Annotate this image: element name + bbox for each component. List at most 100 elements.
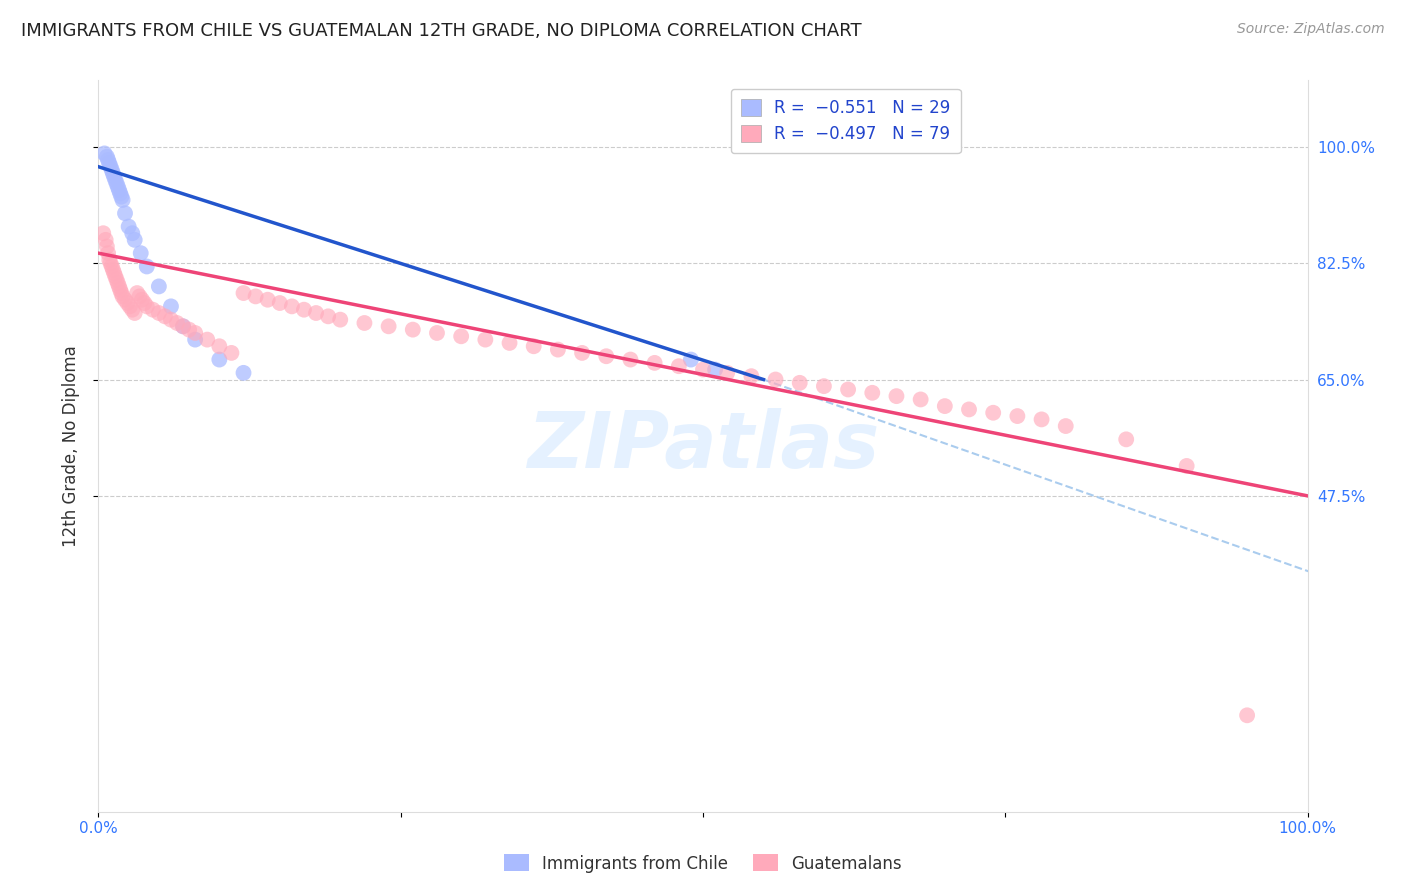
Point: [789, 376, 811, 390]
Point: [329, 312, 352, 326]
Point: [142, 302, 165, 317]
Point: [104, 173, 127, 187]
Point: [110, 286, 132, 301]
Point: [108, 279, 131, 293]
Point: [94, 233, 117, 247]
Point: [450, 329, 472, 343]
Point: [1236, 708, 1258, 723]
Point: [93, 146, 115, 161]
Point: [118, 299, 141, 313]
Point: [716, 366, 738, 380]
Point: [305, 306, 328, 320]
Y-axis label: 12th Grade, No Diploma: 12th Grade, No Diploma: [62, 345, 80, 547]
Point: [121, 226, 143, 240]
Point: [121, 302, 143, 317]
Point: [111, 193, 134, 207]
Point: [813, 379, 835, 393]
Point: [668, 359, 690, 374]
Point: [111, 289, 134, 303]
Point: [957, 402, 980, 417]
Point: [886, 389, 908, 403]
Point: [256, 293, 278, 307]
Point: [100, 260, 122, 274]
Point: [127, 286, 149, 301]
Point: [103, 266, 125, 280]
Point: [245, 289, 267, 303]
Point: [269, 296, 291, 310]
Point: [765, 372, 787, 386]
Point: [1054, 419, 1077, 434]
Point: [644, 356, 666, 370]
Point: [105, 273, 128, 287]
Point: [281, 299, 304, 313]
Point: [221, 346, 243, 360]
Point: [195, 333, 218, 347]
Point: [160, 312, 183, 326]
Point: [166, 316, 188, 330]
Point: [148, 306, 170, 320]
Point: [619, 352, 641, 367]
Point: [134, 296, 156, 310]
Point: [740, 369, 762, 384]
Point: [547, 343, 569, 357]
Point: [103, 169, 125, 184]
Point: [910, 392, 932, 407]
Point: [208, 339, 231, 353]
Point: [107, 276, 129, 290]
Point: [172, 319, 194, 334]
Point: [292, 302, 315, 317]
Point: [837, 383, 859, 397]
Point: [934, 399, 956, 413]
Point: [595, 349, 617, 363]
Text: IMMIGRANTS FROM CHILE VS GUATEMALAN 12TH GRADE, NO DIPLOMA CORRELATION CHART: IMMIGRANTS FROM CHILE VS GUATEMALAN 12TH…: [21, 22, 862, 40]
Point: [153, 310, 176, 324]
Point: [105, 177, 128, 191]
Point: [172, 319, 194, 334]
Point: [232, 286, 254, 301]
Point: [704, 362, 727, 376]
Point: [1115, 433, 1137, 447]
Point: [1175, 458, 1198, 473]
Point: [523, 339, 546, 353]
Point: [692, 362, 714, 376]
Point: [184, 333, 207, 347]
Point: [981, 406, 1004, 420]
Point: [1031, 412, 1053, 426]
Point: [100, 256, 122, 270]
Point: [100, 160, 122, 174]
Point: [135, 299, 157, 313]
Point: [498, 335, 520, 350]
Text: ZIPatlas: ZIPatlas: [527, 408, 879, 484]
Point: [232, 366, 254, 380]
Point: [101, 166, 124, 180]
Point: [129, 246, 152, 260]
Point: [184, 326, 207, 340]
Point: [124, 233, 146, 247]
Point: [108, 283, 131, 297]
Point: [179, 323, 201, 337]
Text: Source: ZipAtlas.com: Source: ZipAtlas.com: [1237, 22, 1385, 37]
Point: [91, 226, 114, 240]
Point: [98, 156, 121, 170]
Point: [114, 206, 136, 220]
Point: [208, 352, 231, 367]
Point: [96, 239, 118, 253]
Point: [426, 326, 449, 340]
Point: [97, 153, 120, 167]
Point: [377, 319, 399, 334]
Point: [118, 219, 141, 234]
Point: [100, 163, 122, 178]
Point: [474, 333, 496, 347]
Point: [114, 293, 136, 307]
Point: [160, 299, 183, 313]
Point: [98, 252, 121, 267]
Point: [402, 323, 425, 337]
Point: [124, 306, 146, 320]
Point: [353, 316, 375, 330]
Point: [316, 310, 339, 324]
Point: [131, 293, 153, 307]
Point: [110, 189, 132, 203]
Legend: R =  −0.551   N = 29, R =  −0.497   N = 79: R = −0.551 N = 29, R = −0.497 N = 79: [731, 88, 960, 153]
Point: [1007, 409, 1029, 423]
Point: [128, 289, 150, 303]
